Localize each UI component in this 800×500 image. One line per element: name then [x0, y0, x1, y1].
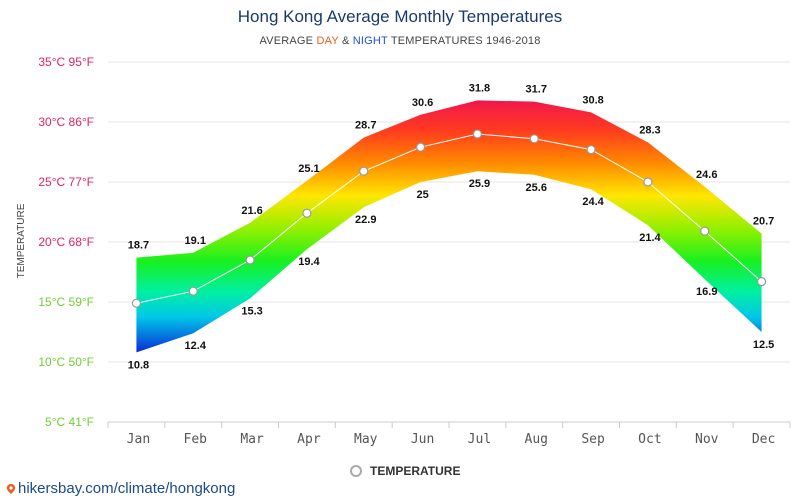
x-tick-label: Jan — [127, 432, 150, 447]
subtitle-and: & — [338, 35, 353, 47]
day-value-label: 24.6 — [696, 169, 717, 181]
subtitle-suffix: TEMPERATURES 1946-2018 — [387, 35, 541, 47]
night-value-label: 19.4 — [298, 256, 320, 268]
x-tick-label: May — [354, 432, 378, 447]
night-value-label: 16.9 — [696, 286, 717, 298]
day-value-label: 21.6 — [241, 205, 262, 217]
y-tick-label: 30°C 86°F — [38, 115, 94, 129]
night-value-label: 25.6 — [526, 182, 547, 194]
mean-temperature-line — [131, 129, 767, 308]
subtitle-prefix: AVERAGE — [259, 35, 317, 47]
mean-point — [586, 145, 596, 155]
night-value-label: 24.4 — [582, 196, 604, 208]
night-value-label: 25.9 — [469, 178, 490, 190]
mean-point — [131, 298, 142, 308]
x-tick-label: Jul — [468, 432, 491, 447]
footer-link[interactable]: hikersbay.com/climate/hongkong — [6, 480, 235, 497]
night-value-label: 12.5 — [753, 339, 774, 351]
day-value-label: 28.3 — [639, 124, 660, 136]
map-pin-icon — [6, 483, 16, 494]
legend[interactable]: TEMPERATURE — [350, 464, 460, 478]
day-value-label: 20.7 — [753, 216, 774, 228]
y-tick-label: 20°C 68°F — [38, 235, 94, 249]
y-axis-ticks: 35°C 95°F 30°C 86°F 25°C 77°F 20°C 68°F 15°C… — [38, 55, 94, 429]
y-tick-label: 5°C 41°F — [45, 415, 94, 429]
chart-title: Hong Kong Average Monthly Temperatures — [237, 7, 563, 26]
day-night-band — [136, 100, 762, 353]
x-tick-label: Aug — [525, 432, 548, 447]
footer-link-text[interactable]: hikersbay.com/climate/hongkong — [18, 480, 236, 497]
x-tick-label: Feb — [184, 432, 208, 447]
x-tick-label: Sep — [581, 432, 605, 447]
night-value-label: 21.4 — [639, 232, 661, 244]
y-tick-label: 15°C 59°F — [38, 295, 94, 309]
data-labels: 18.7 19.1 21.6 25.1 28.7 30.6 31.8 31.7 30.8 28.3… — [128, 82, 775, 371]
mean-point — [643, 177, 653, 187]
x-tick-label: Apr — [297, 432, 321, 447]
night-value-label: 15.3 — [241, 305, 262, 317]
subtitle-night: NIGHT — [352, 35, 388, 47]
x-tick-label: Nov — [695, 432, 719, 447]
legend-marker-icon — [350, 465, 362, 477]
day-value-label: 31.8 — [469, 82, 490, 94]
x-axis-ticks: Jan Feb Mar Apr May Jun Jul Aug Sep Oct Nov Dec — [127, 432, 776, 447]
day-value-label: 28.7 — [355, 120, 376, 132]
night-value-label: 25 — [416, 189, 428, 201]
day-value-label: 25.1 — [298, 163, 319, 175]
y-tick-label: 35°C 95°F — [38, 55, 94, 69]
night-value-label: 12.4 — [185, 340, 207, 352]
y-axis-label: TEMPERATURE — [16, 203, 27, 278]
x-tick-label: Oct — [638, 432, 661, 447]
x-tick-label: Dec — [752, 432, 775, 447]
y-tick-label: 10°C 50°F — [38, 355, 94, 369]
day-value-label: 30.6 — [412, 97, 433, 109]
mean-line — [136, 133, 762, 304]
y-tick-label: 25°C 77°F — [38, 175, 94, 189]
legend-label: TEMPERATURE — [370, 464, 461, 478]
day-value-label: 31.7 — [526, 84, 547, 96]
mean-point — [188, 286, 198, 296]
x-tick-label: Mar — [240, 432, 264, 447]
x-tick-label: Jun — [411, 432, 434, 447]
chart-subtitle: AVERAGE DAY & NIGHT TEMPERATURES 1946-20… — [0, 35, 800, 47]
mean-point — [700, 226, 710, 236]
day-value-label: 18.7 — [128, 240, 149, 252]
day-value-label: 30.8 — [582, 94, 603, 106]
day-value-label: 19.1 — [185, 235, 206, 247]
temperature-band — [136, 100, 762, 353]
subtitle-day: DAY — [316, 35, 339, 47]
night-value-label: 22.9 — [355, 214, 376, 226]
mean-point — [302, 208, 312, 218]
mean-point — [359, 166, 369, 176]
night-value-label: 10.8 — [128, 359, 149, 371]
mean-point — [529, 134, 539, 144]
mean-point — [756, 277, 767, 287]
mean-point — [415, 142, 426, 152]
mean-point — [472, 129, 483, 139]
mean-point — [245, 255, 255, 265]
